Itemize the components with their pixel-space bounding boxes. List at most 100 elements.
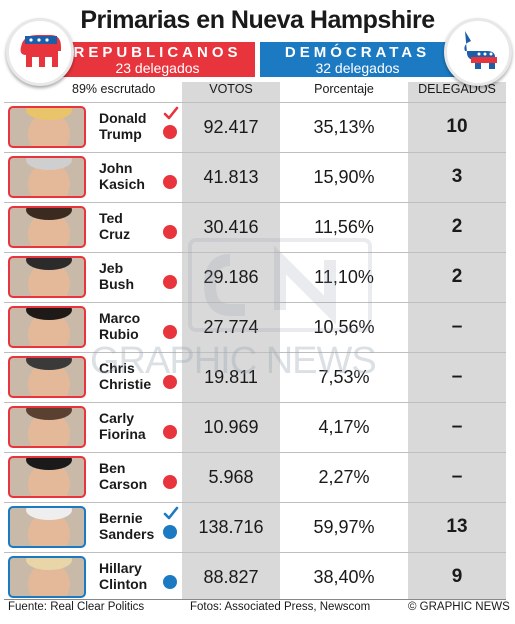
- candidate-photo: [8, 156, 86, 198]
- republican-logo: [6, 18, 74, 86]
- row-divider: [4, 202, 506, 203]
- candidate-photo: [8, 406, 86, 448]
- votes-header: VOTOS: [209, 82, 253, 96]
- candidate-percentage: 11,56%: [314, 217, 374, 237]
- candidate-last-name: Clinton: [99, 576, 148, 592]
- candidate-last-name: Carson: [99, 476, 148, 492]
- candidate-votes: 27.774: [203, 317, 259, 337]
- footer-source: Fuente: Real Clear Politics: [8, 601, 145, 613]
- delegates-column-bg: [408, 82, 506, 599]
- row-divider: [4, 252, 506, 253]
- party-dot: [163, 475, 177, 489]
- candidate-votes: 88.827: [203, 567, 259, 587]
- row-divider: [4, 552, 506, 553]
- candidate-first-name: John: [99, 160, 133, 176]
- footer-photos: Fotos: Associated Press, Newscom: [190, 601, 371, 613]
- candidate-votes: 10.969: [203, 417, 259, 437]
- candidate-votes: 41.813: [203, 167, 259, 187]
- candidate-votes: 138.716: [198, 517, 264, 537]
- candidate-last-name: Kasich: [99, 176, 145, 192]
- winner-check-icon: [163, 106, 179, 127]
- republican-label: REPUBLICANOS: [73, 44, 242, 61]
- candidate-percentage: 2,27%: [318, 467, 370, 487]
- candidate-percentage: 4,17%: [318, 417, 370, 437]
- candidate-first-name: Jeb: [99, 260, 124, 276]
- candidate-votes: 19.811: [204, 367, 258, 387]
- party-dot: [163, 225, 177, 239]
- candidate-photo: [8, 556, 86, 598]
- candidate-name: Hillary Clinton: [99, 560, 147, 592]
- candidate-photo: [8, 256, 86, 298]
- candidate-name: Carly Fiorina: [99, 410, 146, 442]
- republican-banner: REPUBLICANOS 23 delegados: [60, 42, 255, 77]
- candidate-first-name: Marco: [99, 310, 141, 326]
- party-dot: [163, 425, 177, 439]
- votes-column-bg: [182, 82, 280, 599]
- candidate-name: Ben Carson: [99, 460, 147, 492]
- candidate-votes: 30.416: [203, 217, 259, 237]
- candidate-first-name: Bernie: [99, 510, 143, 526]
- candidate-name: Donald Trump: [99, 110, 146, 142]
- candidate-votes: 92.417: [203, 117, 259, 137]
- footer-copyright: © GRAPHIC NEWS: [408, 601, 510, 613]
- candidate-last-name: Christie: [99, 376, 152, 392]
- democrat-label: DEMÓCRATAS: [284, 44, 431, 61]
- candidate-last-name: Bush: [99, 276, 134, 292]
- candidate-percentage: 59,97%: [313, 517, 375, 537]
- democrat-logo: [444, 18, 512, 86]
- candidate-photo: [8, 356, 86, 398]
- candidate-votes: 29.186: [203, 267, 259, 287]
- candidate-delegates: –: [451, 466, 463, 487]
- candidate-name: Bernie Sanders: [99, 510, 154, 542]
- candidate-delegates: –: [451, 366, 463, 387]
- page-title: Primarias en Nueva Hampshire: [80, 6, 435, 34]
- candidate-first-name: Hillary: [99, 560, 142, 576]
- candidate-first-name: Donald: [99, 110, 147, 126]
- party-dot: [163, 175, 177, 189]
- row-divider: [4, 152, 506, 153]
- candidate-first-name: Chris: [99, 360, 135, 376]
- candidate-delegates: –: [451, 416, 463, 437]
- party-dot: [163, 525, 177, 539]
- row-divider: [4, 352, 506, 353]
- candidate-photo: [8, 206, 86, 248]
- candidate-delegates: 9: [451, 566, 463, 587]
- candidate-last-name: Fiorina: [99, 426, 146, 442]
- candidate-votes: 5.968: [208, 467, 254, 487]
- candidate-name: Jeb Bush: [99, 260, 134, 292]
- candidate-first-name: Ted: [99, 210, 123, 226]
- candidate-photo: [8, 506, 86, 548]
- candidate-name: Marco Rubio: [99, 310, 140, 342]
- party-dot: [163, 125, 177, 139]
- row-divider: [4, 102, 506, 103]
- candidate-percentage: 10,56%: [313, 317, 375, 337]
- candidate-delegates: 2: [451, 216, 463, 237]
- candidate-photo: [8, 306, 86, 348]
- party-dot: [163, 325, 177, 339]
- footer-divider: [4, 599, 506, 600]
- party-dot: [163, 275, 177, 289]
- candidate-photo: [8, 456, 86, 498]
- candidate-photo: [8, 106, 86, 148]
- row-divider: [4, 502, 506, 503]
- candidate-delegates: –: [451, 316, 463, 337]
- democrat-banner: DEMÓCRATAS 32 delegados: [260, 42, 455, 77]
- candidate-percentage: 15,90%: [313, 167, 375, 187]
- candidate-first-name: Ben: [99, 460, 126, 476]
- candidate-last-name: Sanders: [99, 526, 155, 542]
- row-divider: [4, 402, 506, 403]
- candidate-name: Ted Cruz: [99, 210, 130, 242]
- candidate-delegates: 3: [451, 166, 463, 187]
- democrat-delegates: 32 delegados: [315, 60, 400, 76]
- candidate-delegates: 10: [446, 116, 468, 137]
- elephant-icon: [20, 35, 61, 67]
- donkey-icon: [464, 31, 497, 69]
- candidate-percentage: 11,10%: [314, 267, 374, 287]
- row-divider: [4, 302, 506, 303]
- candidate-percentage: 35,13%: [313, 117, 375, 137]
- party-dot: [163, 375, 177, 389]
- candidate-delegates: 2: [451, 266, 463, 287]
- counted-label: 89% escrutado: [72, 82, 156, 96]
- candidate-name: John Kasich: [99, 160, 145, 192]
- candidate-last-name: Cruz: [99, 226, 131, 242]
